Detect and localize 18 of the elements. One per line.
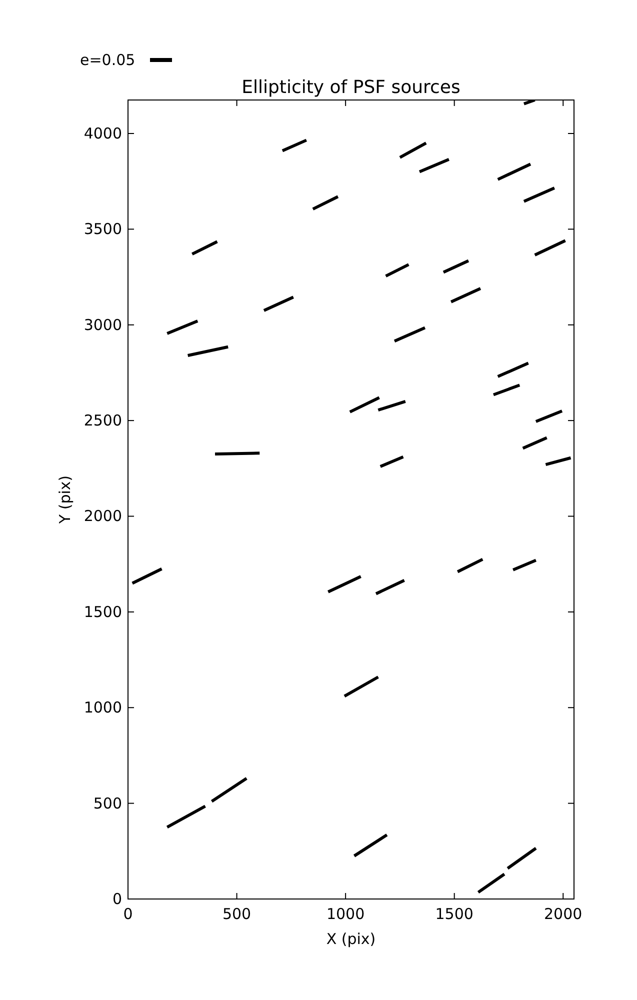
y-tick-label: 1500 [84, 602, 122, 621]
y-tick-label: 0 [112, 890, 122, 908]
y-tick-label: 3500 [84, 220, 122, 238]
text: e=0.05 [80, 51, 136, 69]
x-tick-label: 0 [123, 905, 133, 923]
x-tick-label: 1500 [435, 905, 474, 923]
x-axis-title: X (pix) [326, 930, 376, 948]
x-tick-label: 2000 [544, 905, 582, 923]
y-tick-label: 2500 [84, 412, 122, 430]
x-tick-label: 1000 [326, 905, 365, 923]
y-tick-label: 500 [93, 794, 122, 812]
y-axis-title: Y (pix) [56, 475, 74, 525]
x-tick-label: 500 [222, 905, 252, 923]
y-tick-label: 2000 [84, 507, 122, 526]
y-tick-label: 1000 [84, 698, 122, 717]
chart-title: Ellipticity of PSF sources [242, 77, 460, 98]
y-tick-label: 3000 [84, 316, 122, 334]
y-tick-label: 4000 [84, 124, 122, 142]
